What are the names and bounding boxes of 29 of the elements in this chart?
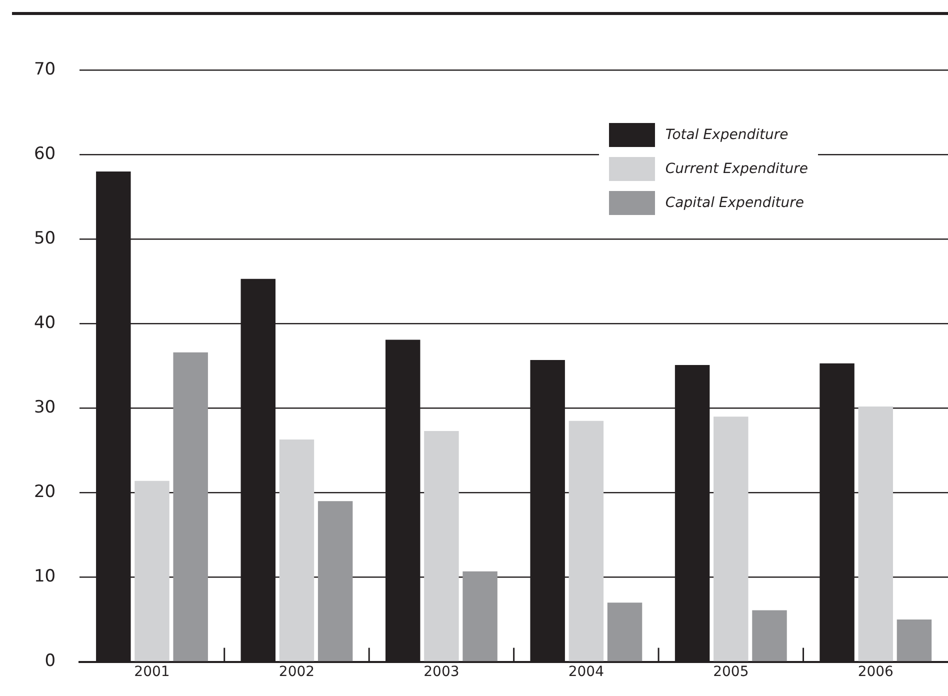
x-tick-label: 2002 [278,664,315,680]
x-tick-label: 2003 [424,664,460,680]
legend-label: Total Expenditure [665,127,788,143]
bar [607,602,642,662]
bar [858,406,894,662]
x-tick-label: 2006 [858,664,894,680]
bar [424,431,459,662]
bar [752,610,787,662]
y-tick-label: 50 [34,228,56,249]
y-tick-label: 0 [44,651,56,672]
bar [279,439,314,662]
bar [714,416,748,662]
bar [896,620,932,662]
bar [462,571,498,662]
y-tick-label: 70 [34,59,56,80]
y-tick-label: 10 [34,566,56,587]
x-tick-label: 2005 [713,664,749,680]
x-tick-label: 2004 [568,664,604,680]
y-tick-label: 60 [34,144,56,164]
y-tick-label: 30 [34,398,56,418]
y-tick-label: 40 [34,313,56,334]
legend-label: Capital Expenditure [665,195,804,211]
y-tick-label: 20 [34,482,56,502]
legend-label: Current Expenditure [665,161,808,177]
x-tick-label: 2001 [134,664,170,680]
bar [173,352,208,662]
bar [134,480,170,662]
bar [318,501,353,662]
bar [568,420,604,662]
